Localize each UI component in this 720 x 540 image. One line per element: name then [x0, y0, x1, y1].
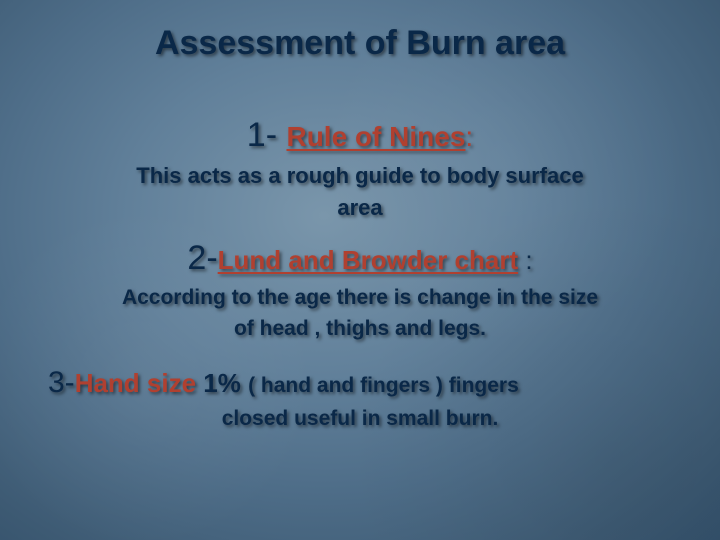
section-3-percent: 1%: [196, 368, 248, 398]
slide-title: Assessment of Burn area: [40, 24, 680, 63]
section-2-body-line-1: According to the age there is change in …: [40, 284, 680, 312]
section-2-heading-suffix: :: [518, 245, 532, 275]
section-3-body-line-1: closed useful in small burn.: [40, 405, 680, 433]
section-2-heading-text: Lund and Browder chart: [218, 245, 518, 275]
section-3-inline-body: ( hand and fingers ) fingers: [248, 374, 519, 397]
spacer: [40, 222, 680, 236]
section-1-body-line-2: area: [40, 193, 680, 223]
section-2-number: 2-: [187, 239, 217, 277]
section-3-number: 3-: [48, 366, 75, 399]
section-1-body-line-1: This acts as a rough guide to body surfa…: [40, 161, 680, 191]
section-3-heading: 3-Hand size 1% ( hand and fingers ) fing…: [40, 363, 680, 404]
section-1-heading-suffix: :: [465, 121, 473, 152]
section-2-heading: 2-Lund and Browder chart :: [40, 236, 680, 282]
spacer: [40, 343, 680, 357]
section-1-number: 1-: [247, 116, 287, 154]
section-3-heading-text: Hand size: [75, 368, 196, 398]
slide: Assessment of Burn area 1- Rule of Nines…: [0, 0, 720, 540]
section-2-body-line-2: of head , thighs and legs.: [40, 315, 680, 343]
section-1-heading: 1- Rule of Nines:: [40, 113, 680, 159]
section-1-heading-text: Rule of Nines: [286, 121, 465, 152]
